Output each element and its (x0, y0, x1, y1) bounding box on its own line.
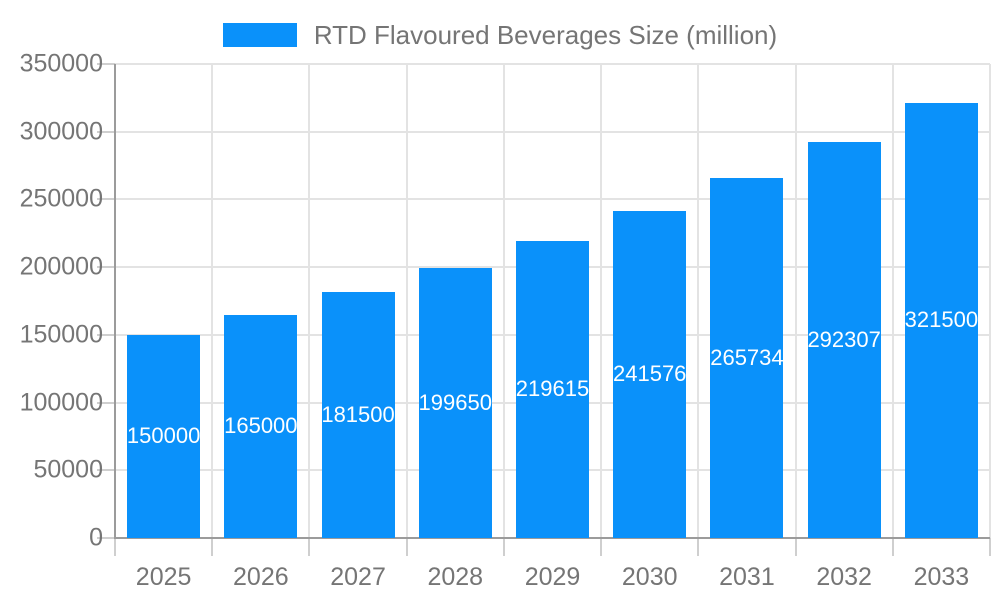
bar-2027[interactable] (321, 292, 395, 538)
v-gridline (697, 64, 700, 538)
y-tick-mark (97, 333, 115, 336)
bar-value-label: 150000 (126, 423, 201, 449)
bar-value-label: 165000 (224, 413, 298, 439)
bar-value-label: 199650 (418, 389, 492, 415)
bar-value-label: 241576 (613, 361, 687, 387)
x-tick-mark (891, 538, 894, 556)
bar-2025[interactable] (127, 334, 201, 538)
v-gridline (891, 64, 894, 538)
x-axis-line (114, 537, 990, 539)
y-tick-mark (97, 63, 115, 65)
h-gridline (115, 130, 990, 133)
x-tick-mark (308, 538, 311, 556)
y-tick-mark (97, 198, 115, 201)
y-axis-tick-label: 50000 (33, 455, 103, 484)
y-axis-tick-label: 0 (89, 523, 103, 552)
y-axis-tick-label: 350000 (19, 49, 103, 78)
x-axis-tick-label: 2031 (719, 563, 775, 591)
legend[interactable]: RTD Flavoured Beverages Size (million) (0, 20, 1000, 50)
bar-2033[interactable] (904, 102, 978, 538)
bar-value-label: 265734 (710, 345, 784, 371)
y-tick-mark (97, 130, 115, 133)
v-gridline (405, 64, 408, 538)
y-tick-mark (97, 537, 115, 539)
x-tick-mark (502, 538, 505, 556)
y-axis-line (114, 64, 116, 538)
x-axis-tick-label: 2033 (913, 563, 970, 591)
legend-swatch (222, 23, 297, 47)
bar-2032[interactable] (807, 142, 881, 538)
x-axis-tick-label: 2032 (816, 563, 872, 591)
h-gridline (115, 198, 990, 201)
v-gridline (308, 64, 311, 538)
x-axis-tick-label: 2027 (330, 563, 386, 591)
x-tick-mark (211, 538, 214, 556)
bar-2030[interactable] (613, 210, 687, 538)
x-tick-mark (697, 538, 700, 556)
v-gridline (989, 64, 991, 538)
y-tick-mark (97, 469, 115, 472)
y-axis-tick-label: 250000 (19, 184, 103, 213)
x-tick-mark (114, 538, 116, 556)
x-tick-mark (989, 538, 991, 556)
x-tick-mark (405, 538, 408, 556)
x-tick-mark (794, 538, 797, 556)
y-tick-mark (97, 266, 115, 269)
y-axis-tick-label: 150000 (19, 320, 103, 349)
bar-2029[interactable] (516, 240, 589, 538)
legend-label: RTD Flavoured Beverages Size (million) (313, 20, 778, 50)
y-tick-mark (97, 401, 115, 404)
y-axis-tick-label: 200000 (19, 252, 103, 281)
x-axis-tick-label: 2030 (621, 563, 678, 591)
h-gridline (115, 63, 990, 65)
y-axis-tick-label: 100000 (19, 388, 103, 417)
bar-2028[interactable] (418, 267, 492, 538)
bar-2031[interactable] (710, 178, 784, 538)
x-axis-tick-label: 2029 (524, 563, 581, 591)
bar-value-label: 219615 (515, 376, 590, 402)
y-axis-tick-label: 300000 (19, 117, 103, 146)
bar-value-label: 292307 (807, 327, 881, 353)
bar-2026[interactable] (224, 314, 298, 538)
bar-value-label: 321500 (904, 307, 979, 333)
v-gridline (211, 64, 214, 538)
x-tick-mark (600, 538, 603, 556)
x-axis-tick-label: 2026 (233, 563, 289, 591)
v-gridline (502, 64, 505, 538)
v-gridline (794, 64, 797, 538)
v-gridline (600, 64, 603, 538)
bar-value-label: 181500 (321, 402, 395, 428)
x-axis-tick-label: 2025 (135, 563, 192, 591)
x-axis-tick-label: 2028 (427, 563, 484, 591)
